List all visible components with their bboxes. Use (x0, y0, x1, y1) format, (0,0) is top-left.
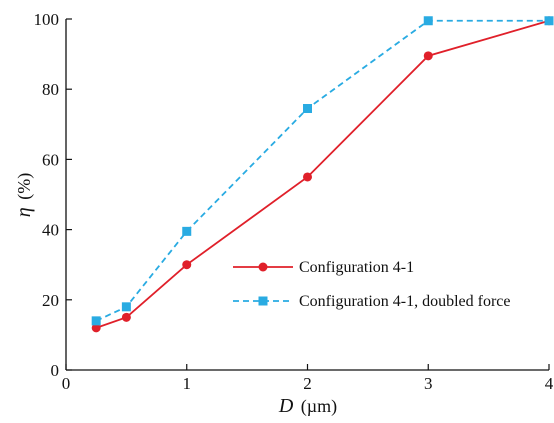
data-point (91, 323, 101, 333)
data-point (423, 16, 433, 26)
data-point (182, 260, 192, 270)
data-point (544, 16, 554, 26)
y-axis-title: η (%) (13, 173, 35, 217)
y-axis-symbol: η (13, 207, 35, 217)
data-point (303, 104, 312, 114)
y-tick-label: 40 (42, 221, 59, 240)
axes (65, 19, 549, 371)
y-axis-unit: (%) (14, 173, 35, 200)
series-1 (91, 16, 554, 333)
series-layer (91, 16, 554, 333)
legend-swatch-marker-series-1 (258, 262, 268, 272)
legend-entry-series-2: Configuration 4-1, doubled force (233, 293, 511, 310)
x-axis-symbol: D (278, 395, 294, 417)
series-line-2 (95, 19, 549, 322)
y-axis-ticks: 0 20 40 60 80 100 (34, 10, 72, 380)
y-tick-label: 100 (34, 10, 60, 29)
data-point (121, 302, 131, 312)
data-point (303, 172, 312, 182)
y-tick-label: 60 (42, 150, 59, 169)
x-axis-ticks: 0 1 2 3 4 (62, 364, 554, 393)
x-axis-title: D (µm) (278, 395, 337, 417)
y-tick-label: 20 (42, 291, 59, 310)
x-axis-unit: (µm) (301, 396, 337, 417)
y-tick-label: 0 (51, 361, 60, 380)
data-point (423, 51, 433, 61)
legend-label-series-1: Configuration 4-1 (299, 259, 414, 276)
legend-entry-series-1: Configuration 4-1 (233, 259, 414, 276)
x-tick-label: 2 (303, 374, 312, 393)
legend-swatch-marker-series-2 (258, 296, 268, 306)
legend-label-series-2: Configuration 4-1, doubled force (299, 293, 511, 310)
x-tick-label: 0 (62, 374, 71, 393)
x-tick-label: 3 (424, 374, 433, 393)
data-point (91, 316, 101, 326)
legend: Configuration 4-1 Configuration 4-1, dou… (233, 259, 511, 310)
series-line-1 (95, 19, 550, 329)
x-tick-label: 1 (183, 374, 192, 393)
data-point (121, 312, 131, 322)
x-tick-label: 4 (545, 374, 554, 393)
data-point (182, 226, 192, 236)
y-tick-label: 80 (42, 80, 59, 99)
series-2 (91, 16, 554, 326)
